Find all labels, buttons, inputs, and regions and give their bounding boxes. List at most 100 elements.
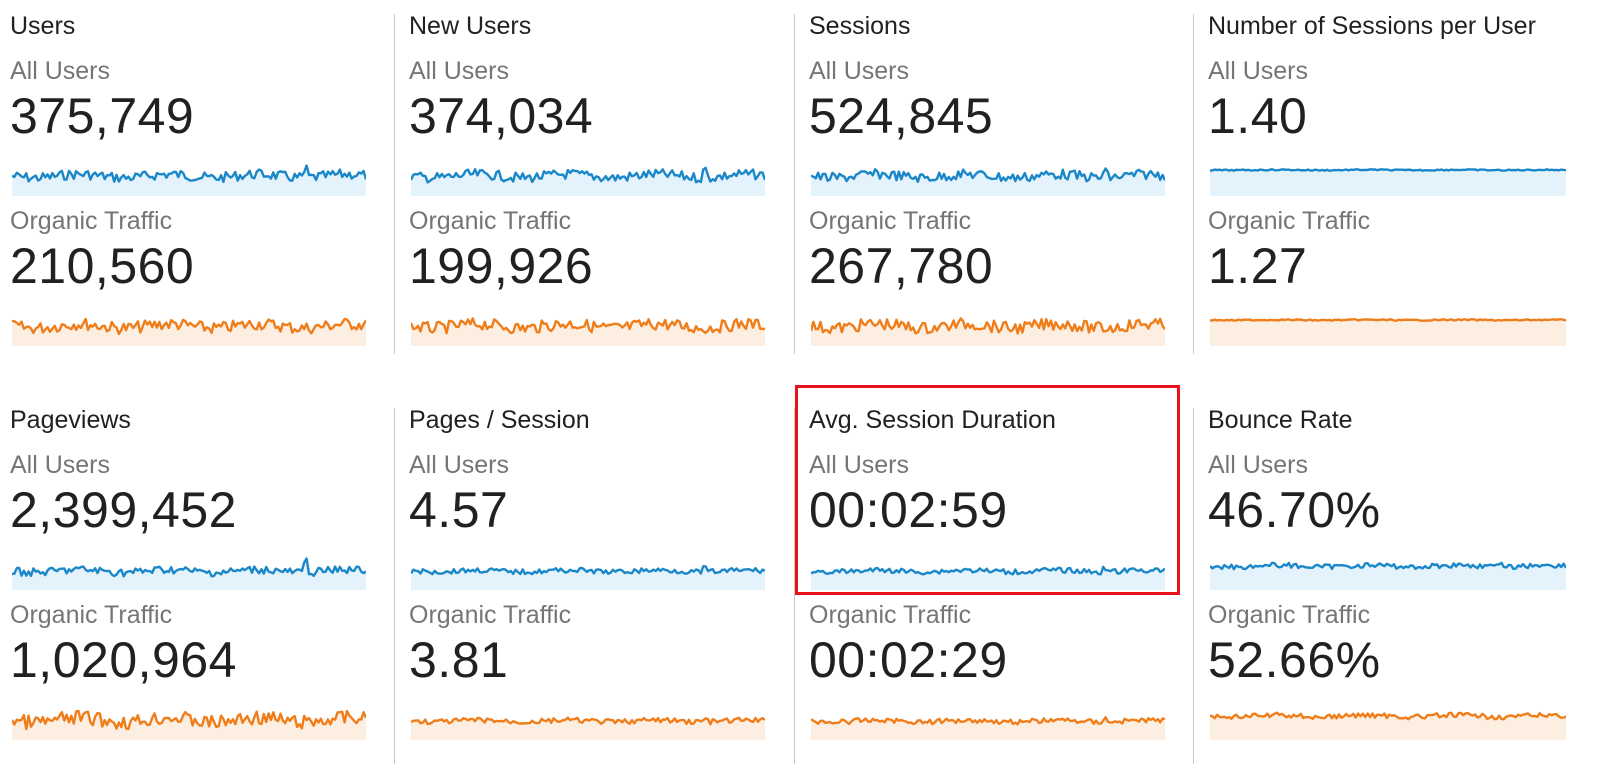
segment-organic-traffic: Organic Traffic 00:02:29 xyxy=(809,600,1008,688)
segment-label: Organic Traffic xyxy=(409,207,572,235)
segment-value: 267,780 xyxy=(809,238,994,294)
segment-value: 3.81 xyxy=(409,632,509,688)
segment-value: 00:02:29 xyxy=(809,632,1008,688)
sparkline-organic-traffic xyxy=(811,317,1165,346)
sparkline-all-users xyxy=(411,166,765,196)
sparkline-line xyxy=(1210,561,1566,571)
sparkline-organic-traffic xyxy=(411,716,765,740)
metric-title: Pages / Session xyxy=(409,406,590,434)
segment-all-users: All Users 375,749 xyxy=(10,56,194,144)
segment-all-users: All Users 374,034 xyxy=(409,56,593,144)
sparkline-organic-traffic xyxy=(411,317,765,346)
metric-card-pages-per-session[interactable]: Pages / Session All Users 4.57 Organic T… xyxy=(399,394,797,764)
segment-organic-traffic: Organic Traffic 1.27 xyxy=(1208,206,1370,294)
segment-value: 4.57 xyxy=(409,482,509,538)
metric-card-sessions-per-user[interactable]: Number of Sessions per User All Users 1.… xyxy=(1198,0,1596,394)
column-divider xyxy=(1193,14,1194,354)
sparkline-line xyxy=(411,565,765,576)
segment-value: 2,399,452 xyxy=(10,482,237,538)
column-divider xyxy=(394,14,395,354)
segment-value: 1.27 xyxy=(1208,238,1308,294)
segment-label: All Users xyxy=(409,451,510,479)
sparkline-line xyxy=(411,716,765,726)
sparkline-line xyxy=(411,166,765,184)
segment-value: 199,926 xyxy=(409,238,594,294)
metric-title: Avg. Session Duration xyxy=(809,406,1056,434)
segment-value: 374,034 xyxy=(409,88,594,144)
segment-label: Organic Traffic xyxy=(809,207,972,235)
sparkline-area xyxy=(1210,319,1566,346)
column-divider xyxy=(394,408,395,764)
segment-all-users: All Users 1.40 xyxy=(1208,56,1308,144)
metric-card-bounce-rate[interactable]: Bounce Rate All Users 46.70% Organic Tra… xyxy=(1198,394,1596,764)
metric-card-pageviews[interactable]: Pageviews All Users 2,399,452 Organic Tr… xyxy=(0,394,398,764)
sparkline-organic-traffic xyxy=(12,317,366,346)
sparkline-line xyxy=(811,565,1165,576)
sparkline-area xyxy=(411,566,765,590)
sparkline-area xyxy=(12,319,366,346)
sparkline-line xyxy=(12,709,366,731)
segment-value: 375,749 xyxy=(10,88,195,144)
sparkline-organic-traffic xyxy=(12,709,366,740)
sparkline-area xyxy=(411,717,765,740)
segment-value: 00:02:59 xyxy=(809,482,1008,538)
segment-all-users: All Users 524,845 xyxy=(809,56,993,144)
segment-organic-traffic: Organic Traffic 267,780 xyxy=(809,206,993,294)
sparkline-area xyxy=(1210,169,1566,196)
segment-all-users: All Users 4.57 xyxy=(409,450,509,538)
segment-value: 52.66% xyxy=(1208,632,1381,688)
segment-label: Organic Traffic xyxy=(409,601,572,629)
segment-value: 210,560 xyxy=(10,238,195,294)
segment-label: All Users xyxy=(809,451,910,479)
sparkline-area xyxy=(811,318,1165,346)
column-divider xyxy=(1193,408,1194,764)
sparkline-area xyxy=(1210,712,1566,740)
sparkline-all-users xyxy=(12,557,366,590)
sparkline-line xyxy=(1210,711,1566,721)
sparkline-all-users xyxy=(1210,167,1566,196)
segment-label: All Users xyxy=(10,451,111,479)
sparkline-organic-traffic xyxy=(1210,711,1566,740)
metric-title: Number of Sessions per User xyxy=(1208,12,1536,40)
segment-label: All Users xyxy=(809,57,910,85)
column-divider xyxy=(794,14,795,354)
metric-card-new-users[interactable]: New Users All Users 374,034 Organic Traf… xyxy=(399,0,797,394)
segment-label: All Users xyxy=(1208,451,1309,479)
segment-organic-traffic: Organic Traffic 3.81 xyxy=(409,600,571,688)
sparkline-all-users xyxy=(811,565,1165,590)
sparkline-area xyxy=(1210,562,1566,590)
segment-label: All Users xyxy=(1208,57,1309,85)
sparkline-line xyxy=(811,167,1165,183)
sparkline-all-users xyxy=(1210,561,1566,590)
segment-value: 46.70% xyxy=(1208,482,1381,538)
segment-organic-traffic: Organic Traffic 52.66% xyxy=(1208,600,1381,688)
segment-value: 1.40 xyxy=(1208,88,1308,144)
metric-title: Sessions xyxy=(809,12,911,40)
sparkline-area xyxy=(12,558,366,590)
segment-all-users: All Users 2,399,452 xyxy=(10,450,237,538)
segment-all-users: All Users 46.70% xyxy=(1208,450,1381,538)
segment-value: 524,845 xyxy=(809,88,994,144)
metric-card-avg-session-duration[interactable]: Avg. Session Duration All Users 00:02:59… xyxy=(799,394,1197,764)
metric-card-sessions[interactable]: Sessions All Users 524,845 Organic Traff… xyxy=(799,0,1197,394)
sparkline-line xyxy=(811,317,1165,335)
segment-all-users: All Users 00:02:59 xyxy=(809,450,1008,538)
sparkline-all-users xyxy=(811,167,1165,196)
segment-label: Organic Traffic xyxy=(10,207,173,235)
segment-organic-traffic: Organic Traffic 210,560 xyxy=(10,206,194,294)
sparkline-line xyxy=(12,164,366,184)
sparkline-line xyxy=(12,317,366,336)
segment-organic-traffic: Organic Traffic 199,926 xyxy=(409,206,593,294)
segment-label: All Users xyxy=(409,57,510,85)
metric-title: Pageviews xyxy=(10,406,131,434)
metric-card-users[interactable]: Users All Users 375,749 Organic Traffic … xyxy=(0,0,398,394)
sparkline-all-users xyxy=(411,565,765,590)
segment-label: All Users xyxy=(10,57,111,85)
segment-organic-traffic: Organic Traffic 1,020,964 xyxy=(10,600,237,688)
sparkline-line xyxy=(811,716,1165,726)
segment-label: Organic Traffic xyxy=(1208,207,1371,235)
sparkline-all-users xyxy=(12,164,366,196)
sparkline-line xyxy=(1210,317,1566,322)
segment-label: Organic Traffic xyxy=(809,601,972,629)
metric-title: Bounce Rate xyxy=(1208,406,1353,434)
